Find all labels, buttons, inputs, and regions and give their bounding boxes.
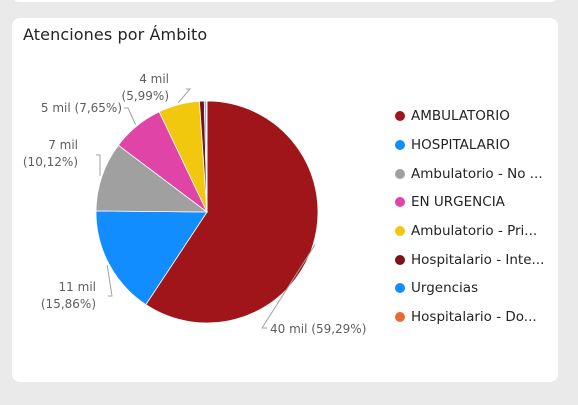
legend-label: HOSPITALARIO xyxy=(411,137,510,154)
pie-chart: 40 mil (59,29%) 11 mil (15,86%) 7 mil (10,12… xyxy=(23,72,367,336)
pie-slice[interactable] xyxy=(205,100,208,213)
leader-line xyxy=(177,88,192,104)
legend-label: Ambulatorio - No ... xyxy=(411,165,543,182)
leader-line xyxy=(106,265,113,297)
legend-marker xyxy=(395,168,405,179)
legend-item[interactable]: Ambulatorio - No ... xyxy=(395,159,555,188)
data-label: 11 mil xyxy=(59,280,96,294)
data-label: 40 mil (59,29%) xyxy=(270,322,366,336)
legend-marker xyxy=(395,254,405,265)
leader-line xyxy=(96,154,101,176)
legend-label: Hospitalario - Do... xyxy=(411,309,537,326)
legend-marker xyxy=(395,197,405,208)
pie-slice[interactable] xyxy=(95,144,209,213)
legend-label: Urgencias xyxy=(411,280,479,297)
legend-label: EN URGENCIA xyxy=(411,194,505,211)
legend-marker xyxy=(395,226,405,237)
legend-marker xyxy=(395,312,405,323)
chart-card: Atenciones por Ámbito 40 mil (59,29%) 11 … xyxy=(12,18,558,382)
data-label: (5,99%) xyxy=(122,89,169,103)
legend-item[interactable]: Urgencias xyxy=(395,274,555,303)
pie-slice[interactable] xyxy=(95,210,208,306)
legend-item[interactable]: Hospitalario - Inte... xyxy=(395,245,555,274)
data-label: 7 mil xyxy=(48,138,78,152)
legend-label: AMBULATORIO xyxy=(411,108,510,125)
legend-marker xyxy=(395,111,405,122)
legend-item[interactable]: EN URGENCIA xyxy=(395,188,555,217)
leader-line xyxy=(261,244,316,329)
data-label: (10,12%) xyxy=(23,155,78,169)
data-label: 4 mil xyxy=(139,72,169,86)
data-label: (15,86%) xyxy=(41,297,96,311)
legend-label: Ambulatorio - Pri... xyxy=(411,223,538,240)
legend-item[interactable]: AMBULATORIO xyxy=(395,102,555,131)
pie-slice[interactable] xyxy=(145,100,319,324)
legend-marker xyxy=(395,283,405,294)
legend-item[interactable]: Hospitalario - Do... xyxy=(395,303,555,332)
legend-marker xyxy=(395,140,405,151)
legend-item[interactable]: HOSPITALARIO xyxy=(395,131,555,160)
top-card-edge xyxy=(12,0,558,2)
legend-label: Hospitalario - Inte... xyxy=(411,251,545,268)
leader-line xyxy=(124,107,136,125)
legend-item[interactable]: Ambulatorio - Pri... xyxy=(395,217,555,246)
data-label: 5 mil (7,65%) xyxy=(41,101,122,115)
chart-legend: AMBULATORIO HOSPITALARIO Ambulatorio - No … xyxy=(395,102,555,332)
chart-title: Atenciones por Ámbito xyxy=(23,25,208,44)
